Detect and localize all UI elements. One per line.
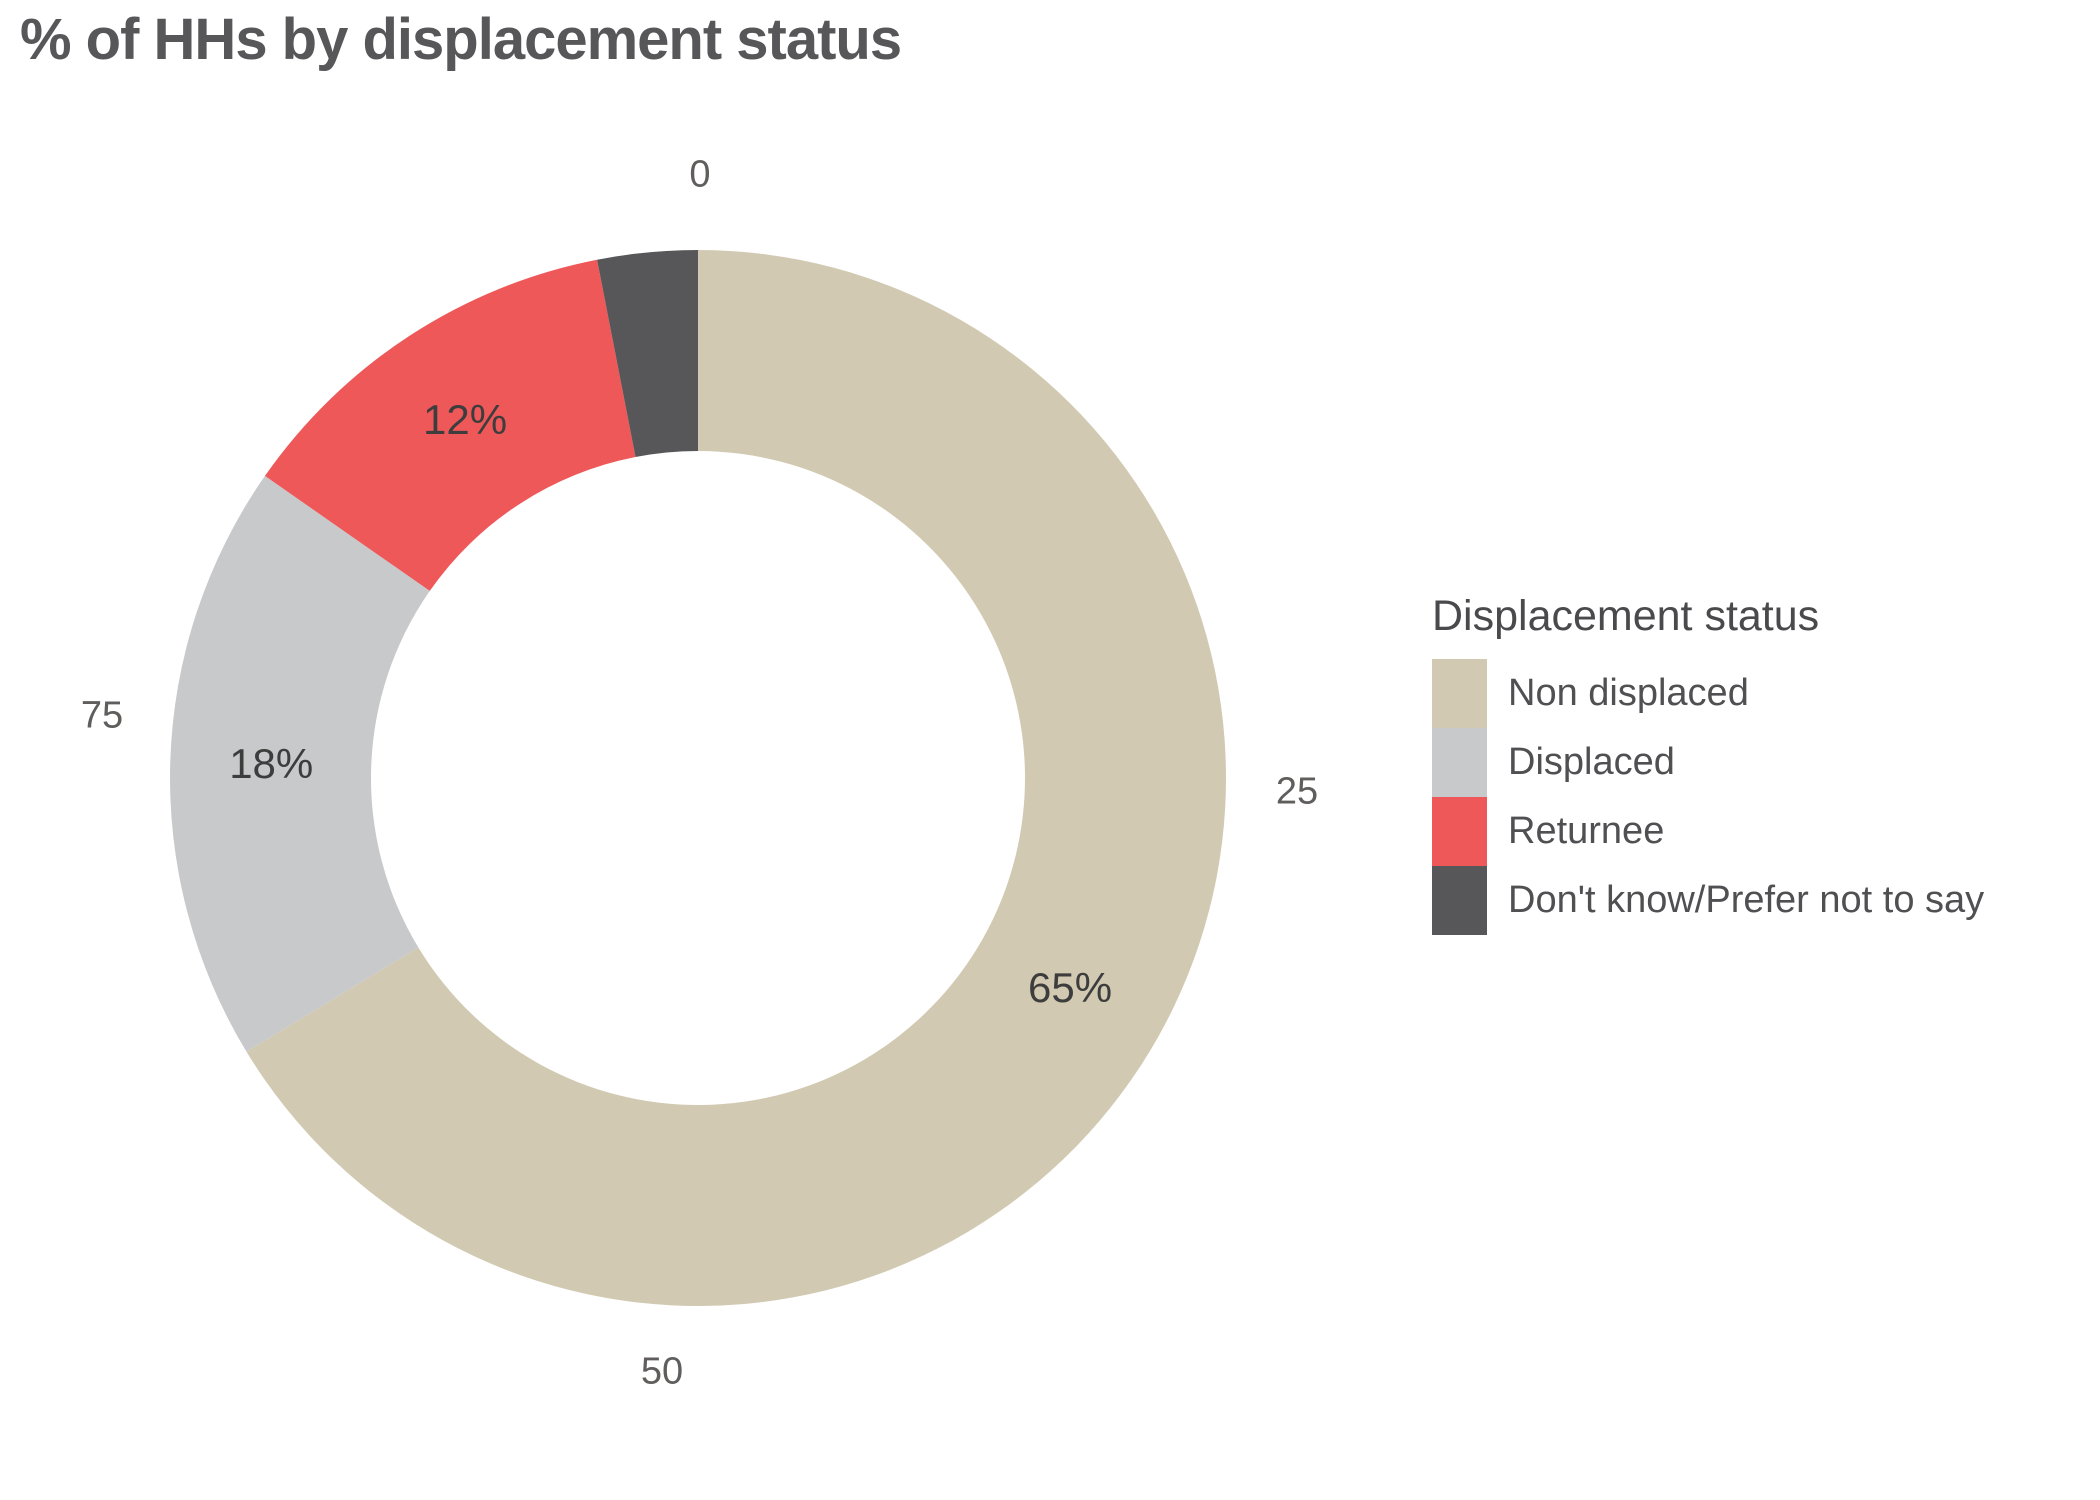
legend-swatch-returnee [1432,797,1487,866]
axis-tick-bottom: 50 [640,1350,684,1393]
legend-swatch-don-t-know-prefer-not-to-say [1432,866,1487,935]
slice-label-displaced: 18% [229,740,314,788]
donut-slice-displaced[interactable] [169,475,430,1052]
legend-item-displaced[interactable]: Displaced [1432,728,1984,797]
legend-label-returnee: Returnee [1508,810,1665,852]
slice-label-non-displaced: 65% [1028,963,1113,1011]
legend-swatch-non-displaced [1432,659,1487,728]
legend-item-non-displaced[interactable]: Non displaced [1432,659,1984,728]
legend-item-don-t-know-prefer-not-to-say[interactable]: Don't know/Prefer not to say [1432,866,1984,935]
axis-tick-left: 75 [80,694,124,737]
axis-tick-top: 0 [689,153,711,196]
donut-slice-don-t-know-prefer-not-to-say[interactable] [597,250,698,458]
chart-title: % of HHs by displacement status [20,7,902,72]
legend-title: Displacement status [1432,592,1820,640]
legend-label-don-t-know-prefer-not-to-say: Don't know/Prefer not to say [1508,879,1985,921]
legend: Displacement status Non displaced Displac… [1432,592,1984,935]
donut-slice-returnee[interactable] [264,259,636,591]
legend-label-displaced: Displaced [1508,741,1675,783]
legend-item-returnee[interactable]: Returnee [1432,797,1984,866]
slice-label-returnee: 12% [423,396,508,444]
legend-swatch-displaced [1432,728,1487,797]
legend-label-non-displaced: Non displaced [1508,672,1749,714]
axis-tick-right: 25 [1275,770,1319,813]
donut-slice-non-displaced[interactable] [246,250,1226,1306]
